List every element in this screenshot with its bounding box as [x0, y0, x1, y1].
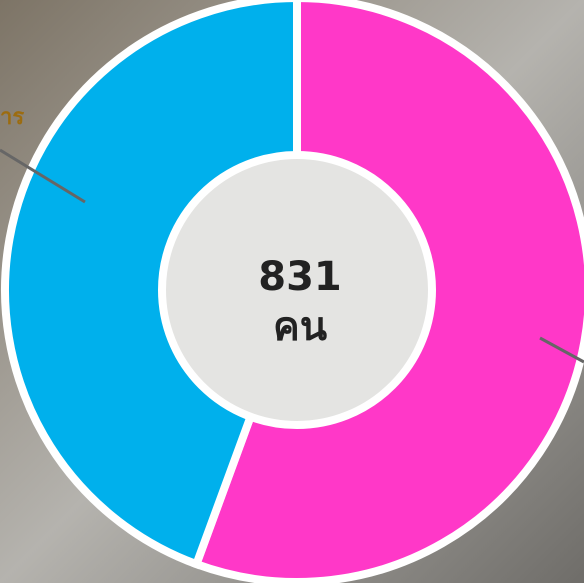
leader-line [539, 336, 584, 364]
donut-hole [158, 151, 436, 429]
leader-line [0, 148, 86, 204]
slice [1, 0, 301, 570]
center-value: 831 [258, 254, 342, 300]
center-unit: คน [273, 304, 327, 350]
slice-label: าร [0, 105, 24, 130]
